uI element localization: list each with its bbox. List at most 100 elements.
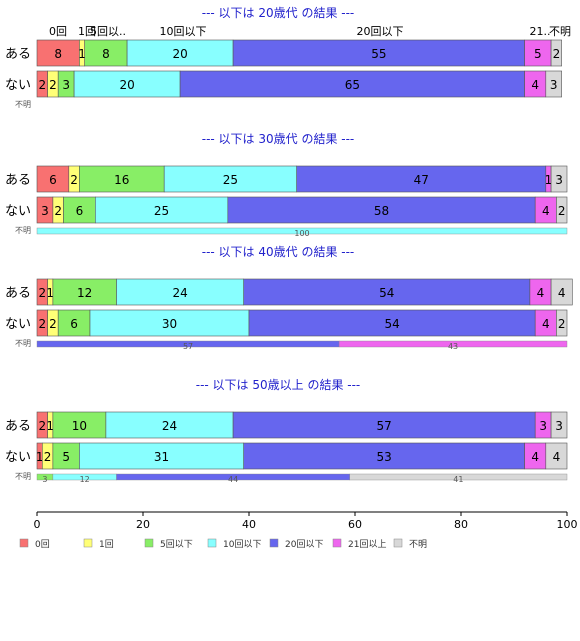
data-label: 6: [70, 317, 78, 331]
bar-segment: [248, 309, 536, 337]
data-label: 65: [345, 78, 360, 92]
row-label: ない: [5, 450, 31, 465]
data-label: 1: [36, 450, 44, 464]
x-tick-label: 80: [454, 518, 468, 531]
unknown-bar-segment: [338, 340, 568, 348]
row-label: ない: [5, 78, 31, 93]
bar-segment: [545, 442, 568, 470]
unknown-row-label: 不明: [15, 100, 31, 109]
bar-segment: [550, 39, 562, 67]
bar-segment: [79, 165, 165, 193]
bar-segment: [36, 165, 70, 193]
unknown-data-label: 3: [42, 475, 47, 484]
data-label: 1: [545, 173, 553, 187]
data-label: 6: [76, 204, 84, 218]
bar-segment: [556, 196, 568, 224]
data-label: 2: [38, 286, 46, 300]
data-label: 4: [542, 204, 550, 218]
bar-segment: [545, 70, 562, 98]
unknown-data-label: 57: [183, 342, 193, 351]
data-label: 30: [162, 317, 177, 331]
data-label: 20: [119, 78, 134, 92]
legend-swatch: [269, 538, 279, 548]
data-label: 57: [377, 419, 392, 433]
legend-label: 不明: [409, 539, 427, 550]
data-label: 2: [44, 450, 52, 464]
data-label: 47: [414, 173, 429, 187]
bar-segment: [116, 278, 244, 306]
column-header-label: 不明: [549, 25, 571, 38]
column-header-label: 5回以..: [90, 25, 126, 38]
row-label: ない: [5, 204, 31, 219]
data-label: 4: [542, 317, 550, 331]
data-label: 31: [154, 450, 169, 464]
data-label: 54: [379, 286, 394, 300]
panel-title: --- 以下は 40歳代 の結果 ---: [202, 245, 355, 259]
panel-title: --- 以下は 50歳以上 の結果 ---: [196, 378, 361, 392]
column-header-label: 0回: [49, 25, 67, 38]
bar-segment: [73, 70, 181, 98]
bar-segment: [79, 442, 245, 470]
data-label: 3: [555, 173, 563, 187]
legend-label: 21回以上: [348, 539, 386, 550]
data-label: 20: [172, 47, 187, 61]
bar-segment: [163, 165, 297, 193]
bar-segment: [550, 165, 568, 193]
legend-label: 1回: [99, 539, 114, 550]
unknown-data-label: 12: [80, 475, 90, 484]
unknown-data-label: 100: [294, 229, 309, 238]
panel-title: --- 以下は 30歳代 の結果 ---: [202, 132, 355, 146]
x-tick-label: 0: [34, 518, 41, 531]
data-label: 16: [114, 173, 129, 187]
unknown-data-label: 44: [228, 475, 238, 484]
x-tick-label: 100: [557, 518, 578, 531]
data-label: 4: [537, 286, 545, 300]
data-label: 54: [384, 317, 399, 331]
data-label: 2: [558, 317, 566, 331]
row-label: ある: [5, 419, 31, 434]
data-label: 2: [70, 173, 78, 187]
data-label: 2: [38, 317, 46, 331]
column-header-label: 20回以下: [357, 25, 404, 38]
data-label: 58: [374, 204, 389, 218]
legend-label: 5回以下: [160, 539, 193, 550]
legend-swatch: [207, 538, 217, 548]
data-label: 3: [555, 419, 563, 433]
bar-segment: [84, 39, 128, 67]
bar-segment: [105, 411, 234, 439]
data-label: 3: [62, 78, 70, 92]
bar-segment: [556, 309, 568, 337]
data-label: 3: [550, 78, 558, 92]
data-label: 5: [62, 450, 70, 464]
bar-segment: [550, 411, 568, 439]
data-label: 6: [49, 173, 57, 187]
data-label: 2: [54, 204, 62, 218]
data-label: 3: [539, 419, 547, 433]
data-label: 5: [534, 47, 542, 61]
data-label: 8: [54, 47, 62, 61]
column-header-label: 1回: [78, 25, 96, 38]
x-tick-label: 20: [136, 518, 150, 531]
bar-segment: [243, 442, 525, 470]
data-label: 24: [162, 419, 177, 433]
row-label: ある: [5, 173, 31, 188]
data-label: 4: [558, 286, 566, 300]
bar-segment: [63, 196, 96, 224]
bar-segment: [232, 411, 536, 439]
legend-label: 10回以下: [223, 539, 261, 550]
data-label: 55: [371, 47, 386, 61]
unknown-row-label: 不明: [15, 339, 31, 348]
bar-segment: [550, 278, 573, 306]
column-header-label: 10回以下: [160, 25, 207, 38]
column-header-label: 21..: [530, 25, 551, 38]
unknown-data-label: 43: [448, 342, 458, 351]
data-label: 4: [553, 450, 561, 464]
bar-segment: [179, 70, 525, 98]
bar-segment: [95, 196, 229, 224]
data-label: 24: [172, 286, 187, 300]
legend-swatch: [393, 538, 403, 548]
data-label: 2: [558, 204, 566, 218]
data-label: 10: [72, 419, 87, 433]
